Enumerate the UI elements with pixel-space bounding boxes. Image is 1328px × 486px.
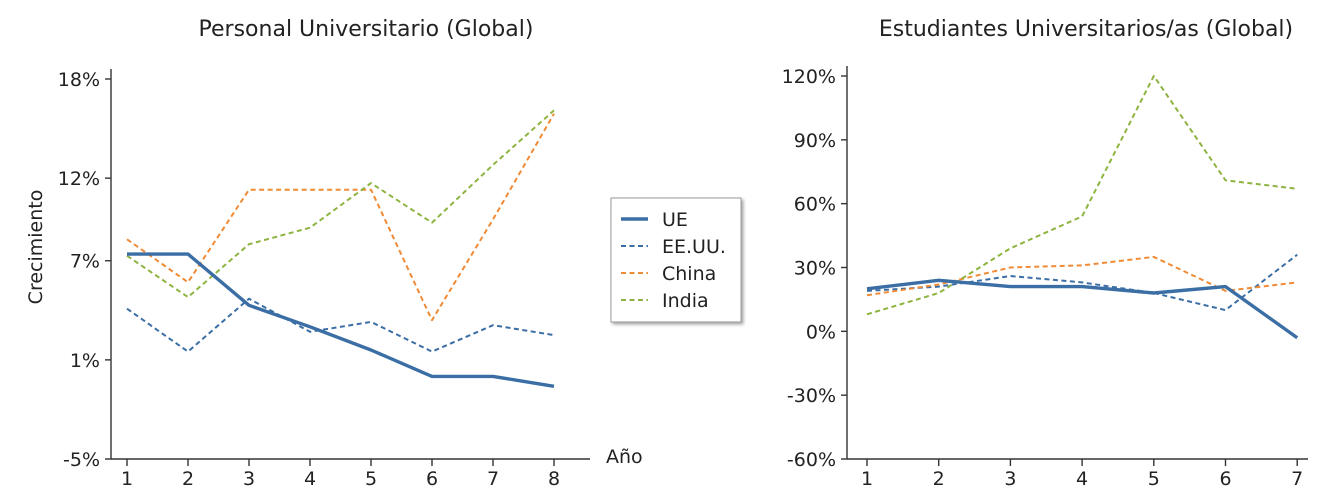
chart1-x-tick-label: 2 (182, 468, 194, 486)
legend-label-india: India (662, 290, 709, 312)
chart1-title: Personal Universitario (Global) (199, 17, 534, 42)
chart2-series (866, 75, 1299, 340)
chart1-y-tick-label: -5% (63, 449, 100, 471)
chart2-y-tick-label: 90% (794, 130, 836, 152)
chart2-series-line-india (866, 75, 1298, 316)
chart1-ticks: -5% 1% 7% 12% 18% 1 2 3 4 5 6 7 8 (58, 69, 560, 486)
chart1-x-tick-label: 6 (426, 468, 438, 486)
chart1-series-line-india (126, 109, 555, 299)
chart2-y-tick-label: 60% (794, 194, 836, 216)
chart2-series-line-china (866, 255, 1298, 297)
chart1-series-line-china (126, 113, 555, 322)
chart1-y-tick-label: 7% (70, 251, 100, 273)
chart-personal-universitario: Personal Universitario (Global) Crecimie… (25, 17, 643, 486)
chart1-x-tick-label: 3 (243, 468, 255, 486)
chart2-series-line-ue (866, 278, 1299, 340)
chart2-x-tick-label: 3 (1004, 468, 1016, 486)
chart1-axes (110, 69, 590, 460)
legend-label-ue: UE (662, 209, 688, 231)
chart1-y-tick-label: 18% (58, 69, 100, 91)
chart1-x-tick-label: 7 (487, 468, 499, 486)
chart2-x-tick-label: 1 (861, 468, 873, 486)
chart-estudiantes-universitarios: Estudiantes Universitarios/as (Global) -… (782, 17, 1308, 486)
chart1-y-axis-label: Crecimiento (25, 190, 47, 305)
chart1-x-tick-label: 5 (365, 468, 377, 486)
legend-label-eeuu: EE.UU. (662, 236, 726, 258)
chart1-x-axis-label: Año (606, 446, 643, 468)
chart2-x-tick-label: 6 (1219, 468, 1231, 486)
chart2-y-tick-label: 0% (806, 321, 836, 343)
legend-items: UE EE.UU. China India (621, 209, 726, 312)
chart1-x-tick-label: 1 (121, 468, 133, 486)
chart2-x-tick-label: 2 (933, 468, 945, 486)
chart1-series-line-eeuu (126, 297, 555, 353)
chart1-x-tick-label: 8 (548, 468, 560, 486)
legend-label-china: China (662, 263, 716, 285)
chart1-x-tick-label: 4 (304, 468, 316, 486)
chart2-axes (846, 66, 1308, 460)
chart2-y-tick-label: 120% (782, 66, 836, 88)
chart1-series-line-ue (127, 252, 555, 388)
chart2-ticks: -60% -30% 0% 30% 60% 90% 120% 1 2 3 4 5 6 7 (782, 66, 1304, 486)
chart2-title: Estudiantes Universitarios/as (Global) (879, 17, 1293, 42)
chart1-y-tick-label: 1% (70, 350, 100, 372)
chart1-y-tick-label: 12% (58, 168, 100, 190)
chart2-y-tick-label: -30% (787, 385, 836, 407)
legend: UE EE.UU. China India (610, 197, 742, 323)
chart2-y-tick-label: 30% (794, 258, 836, 280)
chart2-x-tick-label: 7 (1291, 468, 1303, 486)
chart2-x-tick-label: 5 (1148, 468, 1160, 486)
chart2-series-line-eeuu (866, 253, 1298, 312)
chart2-x-tick-label: 4 (1076, 468, 1088, 486)
chart1-series (126, 109, 555, 388)
chart2-y-tick-label: -60% (787, 449, 836, 471)
